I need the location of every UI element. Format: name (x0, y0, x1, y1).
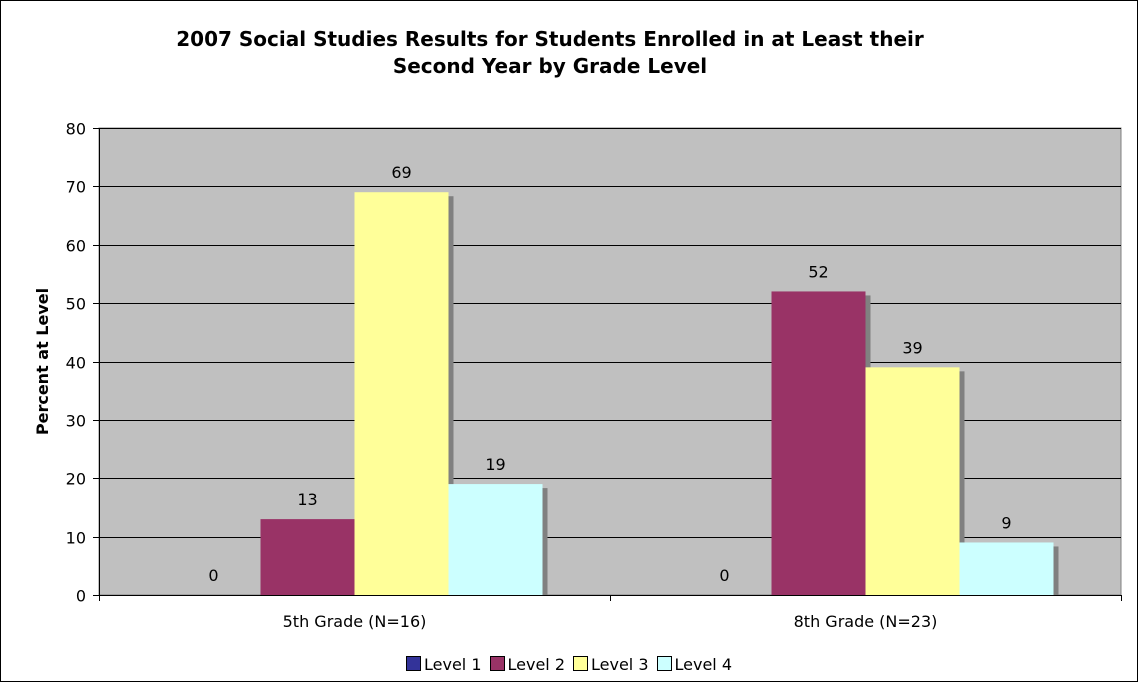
legend-item: Level 1 (406, 655, 482, 674)
y-tick-label: 60 (66, 237, 86, 256)
data-label: 13 (297, 490, 317, 509)
legend-swatch (656, 656, 672, 671)
x-tick-label: 8th Grade (N=23) (794, 612, 938, 631)
y-tick-label: 40 (66, 354, 86, 373)
data-labels: 0 13 69 19 0 52 39 9 (208, 163, 1011, 585)
y-axis-label: Percent at Level (33, 288, 52, 435)
data-label: 69 (391, 163, 411, 182)
y-tick-label: 0 (76, 587, 86, 606)
data-label: 9 (1001, 513, 1011, 532)
legend-label: Level 3 (591, 655, 649, 674)
x-tick-label: 5th Grade (N=16) (283, 612, 427, 631)
data-label: 19 (485, 455, 505, 474)
y-tick-labels: 0 10 20 30 40 50 60 70 80 (66, 120, 86, 606)
y-tick-label: 20 (66, 470, 86, 489)
legend-label: Level 2 (507, 655, 566, 674)
y-tick-label: 30 (66, 412, 86, 431)
bar (865, 367, 960, 595)
legend-item: Level 2 (489, 655, 566, 674)
bar (771, 291, 866, 595)
y-tick-label: 70 (66, 178, 86, 197)
bars-group (260, 192, 1059, 595)
legend-label: Level 1 (424, 655, 482, 674)
bar (448, 484, 543, 595)
y-tick-label: 10 (66, 529, 86, 548)
bar (959, 542, 1054, 595)
legend-swatch (573, 656, 588, 671)
legend-swatch (489, 656, 505, 671)
chart-title-line-1: 2007 Social Studies Results for Students… (176, 27, 924, 51)
axes (93, 128, 1122, 601)
y-tick-label: 50 (66, 295, 86, 314)
y-tick-label: 80 (66, 120, 86, 139)
bar (354, 192, 449, 595)
legend-item: Level 3 (573, 655, 649, 674)
legend-swatch (406, 656, 421, 671)
chart-title-line-2: Second Year by Grade Level (392, 54, 708, 78)
x-tick-labels: 5th Grade (N=16) 8th Grade (N=23) (283, 612, 938, 631)
plot-area (98, 127, 1122, 596)
data-label: 39 (902, 338, 922, 357)
legend-label: Level 4 (674, 655, 733, 674)
legend: Level 1 Level 2 Level 3 Level 4 (0, 655, 1138, 674)
chart-title: 2007 Social Studies Results for Students… (60, 26, 1040, 80)
data-label: 52 (808, 262, 828, 281)
data-label: 0 (719, 566, 729, 585)
data-label: 0 (208, 566, 218, 585)
bar (260, 519, 355, 595)
legend-item: Level 4 (656, 655, 733, 674)
